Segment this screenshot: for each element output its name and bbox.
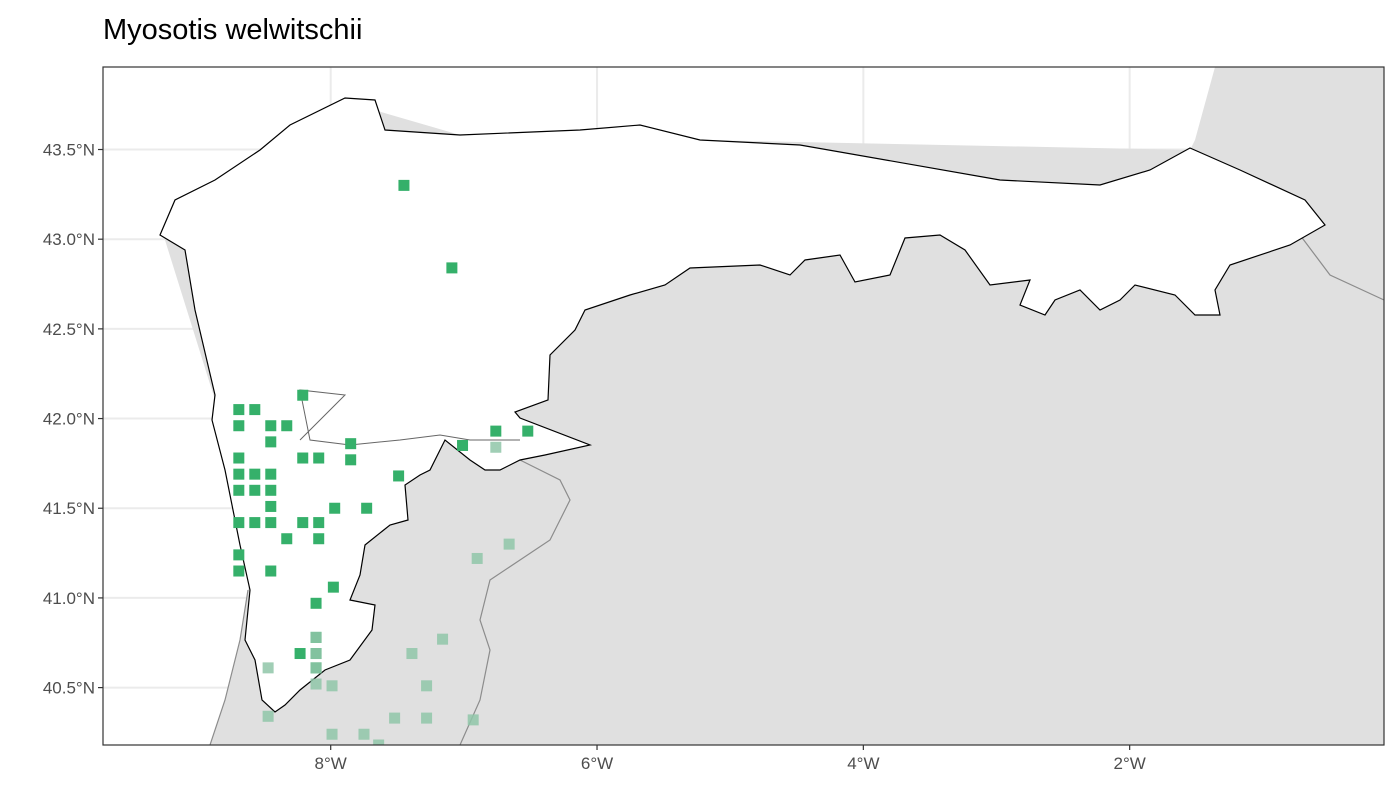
y-tick-label: 41.5°N bbox=[43, 499, 95, 518]
occurrence-point-inside bbox=[446, 262, 458, 274]
y-tick-label: 42.5°N bbox=[43, 320, 95, 339]
occurrence-point-outside bbox=[406, 648, 418, 660]
x-tick-label: 8°W bbox=[315, 754, 347, 773]
occurrence-point-outside bbox=[421, 712, 433, 724]
y-tick-label: 43.0°N bbox=[43, 230, 95, 249]
occurrence-point-inside bbox=[313, 533, 325, 545]
occurrence-point-inside bbox=[233, 517, 245, 529]
study-region bbox=[159, 97, 1326, 713]
coastline-west bbox=[209, 589, 249, 745]
y-tick-label: 40.5°N bbox=[43, 679, 95, 698]
occurrence-point-outside bbox=[326, 728, 338, 740]
panel-border bbox=[102, 66, 1385, 746]
map-title: Myosotis welwitschii bbox=[103, 14, 363, 46]
occurrence-point-inside bbox=[393, 470, 405, 482]
occurrence-point-inside bbox=[249, 404, 261, 416]
occurrence-point-inside bbox=[233, 468, 245, 480]
occurrence-point-inside bbox=[265, 436, 277, 448]
y-tick-label: 41.0°N bbox=[43, 589, 95, 608]
occurrence-point-inside bbox=[310, 597, 322, 609]
y-tick-label: 43.5°N bbox=[43, 141, 95, 160]
country-border bbox=[459, 459, 571, 745]
occurrence-point-inside bbox=[294, 648, 306, 660]
occurrence-point-outside bbox=[467, 714, 479, 726]
occurrence-point-inside bbox=[265, 517, 277, 529]
occurrence-point-inside bbox=[457, 439, 469, 451]
occurrence-point-inside bbox=[249, 517, 261, 529]
occurrence-point-outside bbox=[421, 680, 433, 692]
occurrence-point-inside bbox=[327, 581, 339, 593]
occurrence-point-inside bbox=[249, 484, 261, 496]
occurrence-point-inside bbox=[522, 425, 534, 437]
occurrence-point-outside bbox=[310, 648, 322, 660]
occurrence-point-inside bbox=[313, 452, 325, 464]
occurrence-point-inside bbox=[265, 565, 277, 577]
occurrence-point-outside bbox=[358, 728, 370, 740]
occurrence-point-outside bbox=[262, 662, 274, 674]
occurrence-point-inside bbox=[233, 404, 245, 416]
occurrence-point-inside bbox=[233, 420, 245, 432]
occurrence-point-inside bbox=[297, 517, 309, 529]
occurrence-point-inside bbox=[233, 484, 245, 496]
occurrence-point-inside bbox=[490, 425, 502, 437]
occurrence-point-inside bbox=[361, 502, 373, 514]
occurrence-point-inside bbox=[265, 468, 277, 480]
occurrence-point-inside bbox=[281, 533, 293, 545]
occurrence-point-inside bbox=[345, 438, 357, 450]
occurrence-point-inside bbox=[398, 179, 410, 191]
axis-ticks: 8°W 6°W 4°W 2°W 40.5°N 41.0°N 41.5°N 42.0°N 42.5… bbox=[43, 141, 1146, 773]
x-tick-label: 6°W bbox=[581, 754, 613, 773]
x-tick-label: 4°W bbox=[847, 754, 879, 773]
occurrence-point-inside bbox=[233, 549, 245, 561]
occurrence-point-inside bbox=[265, 500, 277, 512]
occurrence-point-inside bbox=[249, 468, 261, 480]
occurrence-point-inside bbox=[329, 502, 341, 514]
occurrence-point-outside bbox=[373, 739, 385, 745]
occurrence-point-inside bbox=[265, 484, 277, 496]
occurrence-point-outside bbox=[490, 441, 502, 453]
occurrence-point-inside bbox=[265, 420, 277, 432]
occurrence-point-outside bbox=[326, 680, 338, 692]
occurrence-point-outside bbox=[471, 552, 483, 564]
occurrence-point-inside bbox=[297, 389, 309, 401]
occurrence-point-outside bbox=[262, 710, 274, 722]
occurrence-point-inside bbox=[281, 420, 293, 432]
y-tick-label: 42.0°N bbox=[43, 410, 95, 429]
occurrence-point-outside bbox=[503, 538, 515, 550]
occurrence-point-outside bbox=[310, 678, 322, 690]
occurrence-point-inside bbox=[345, 454, 357, 466]
x-tick-label: 2°W bbox=[1114, 754, 1146, 773]
occurrence-point-inside bbox=[233, 452, 245, 464]
occurrence-point-outside bbox=[437, 633, 449, 645]
occurrence-points bbox=[233, 179, 534, 745]
occurrence-point-outside bbox=[310, 631, 322, 643]
occurrence-point-inside bbox=[297, 452, 309, 464]
occurrence-point-outside bbox=[310, 662, 322, 674]
occurrence-point-inside bbox=[233, 565, 245, 577]
occurrence-point-outside bbox=[389, 712, 401, 724]
internal-border bbox=[299, 389, 520, 446]
occurrence-point-inside bbox=[313, 517, 325, 529]
